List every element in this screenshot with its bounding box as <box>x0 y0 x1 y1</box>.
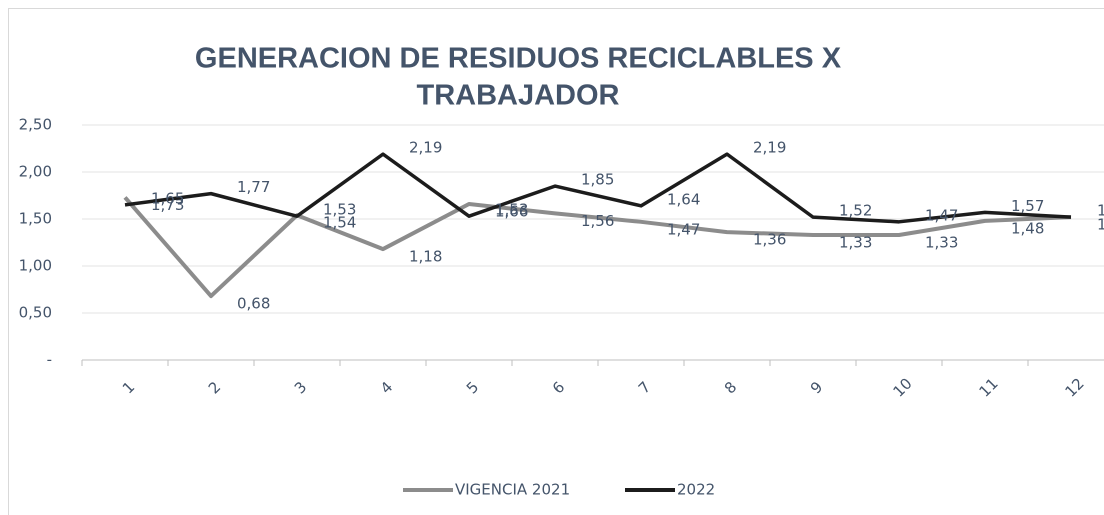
x-tick-label: 7 <box>635 378 654 397</box>
data-label: 2,19 <box>409 139 442 157</box>
data-label: 1,65 <box>151 189 184 207</box>
data-label: 1,33 <box>839 233 872 251</box>
data-label: 0,68 <box>237 295 270 313</box>
line <box>124 152 1072 224</box>
legend-label: VIGENCIA 2021 <box>455 481 570 499</box>
data-label: 1,53 <box>323 201 356 219</box>
y-tick-label: - <box>47 351 52 369</box>
chart-title: GENERACION DE RESIDUOS RECICLABLES X <box>195 43 842 75</box>
x-tick-label: 5 <box>463 378 482 397</box>
y-tick-label: 0,50 <box>19 304 52 322</box>
line <box>123 196 1072 299</box>
data-label: 1,57 <box>1011 197 1044 215</box>
y-tick-label: 2,50 <box>19 116 52 134</box>
x-tick-label: 4 <box>377 378 396 397</box>
data-label: 1,77 <box>237 178 270 196</box>
x-tick-label: 11 <box>976 375 1002 401</box>
data-label: 1,52 <box>1097 202 1104 220</box>
x-tick-label: 2 <box>205 378 224 397</box>
data-label: 1,52 <box>839 202 872 220</box>
data-label: 1,33 <box>925 233 958 251</box>
data-label: 1,48 <box>1011 219 1044 237</box>
data-label: 1,56 <box>581 212 614 230</box>
legend-label: 2022 <box>677 481 715 499</box>
data-label: 1,18 <box>409 248 442 266</box>
x-tick-label: 9 <box>807 378 826 397</box>
x-tick-label: 1 <box>119 378 138 397</box>
y-tick-label: 1,00 <box>19 257 52 275</box>
data-label: 1,47 <box>925 206 958 224</box>
data-label: 1,64 <box>667 190 700 208</box>
chart-title: TRABAJADOR <box>417 80 620 112</box>
x-tick-label: 6 <box>549 378 568 397</box>
data-label: 1,36 <box>753 231 786 249</box>
x-tick-label: 12 <box>1062 375 1088 401</box>
y-tick-label: 2,00 <box>19 163 52 181</box>
y-tick-label: 1,50 <box>19 210 52 228</box>
x-tick-label: 10 <box>890 375 916 401</box>
data-label: 1,53 <box>495 201 528 219</box>
data-label: 2,19 <box>753 139 786 157</box>
data-label: 1,85 <box>581 171 614 189</box>
data-label: 1,54 <box>323 214 356 232</box>
data-label: 1,47 <box>667 220 700 238</box>
data-label: 1,52 <box>1097 216 1104 234</box>
x-tick-label: 8 <box>721 378 740 397</box>
chart-border <box>8 8 1104 515</box>
x-tick-label: 3 <box>291 378 310 397</box>
data-label: 1,66 <box>495 202 528 220</box>
